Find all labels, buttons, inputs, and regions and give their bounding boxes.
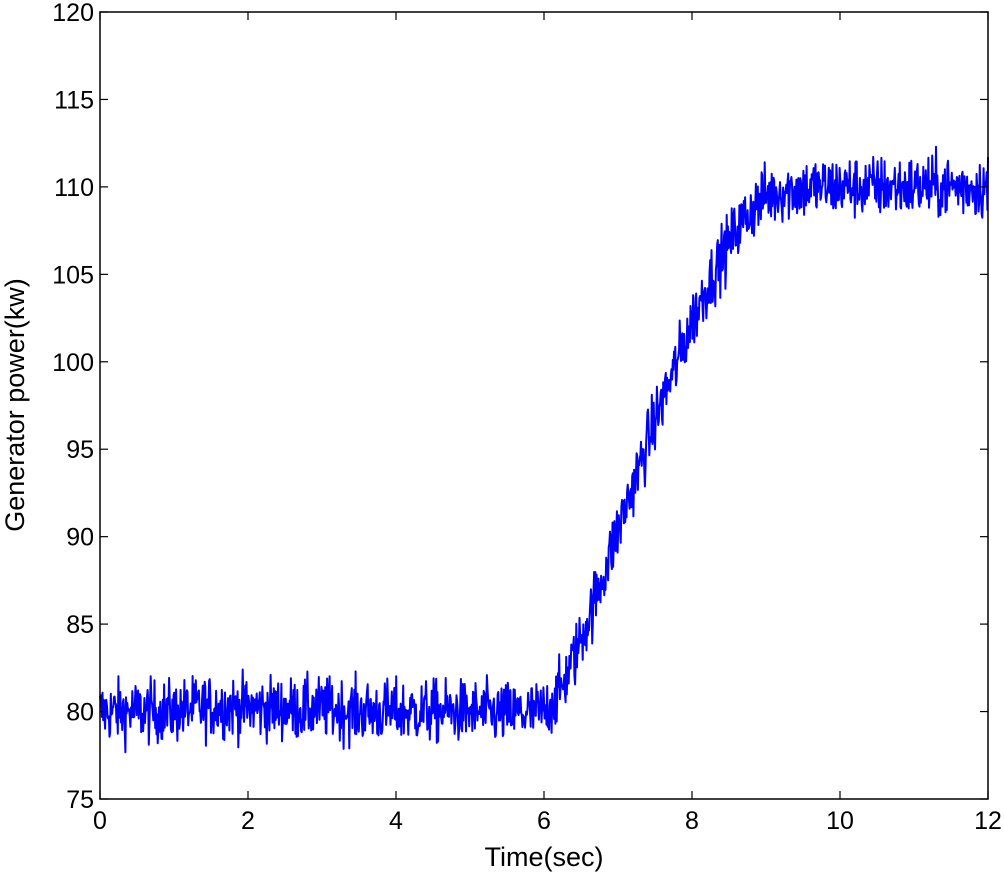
y-tick-label: 100	[52, 349, 94, 377]
series-layer	[99, 145, 989, 754]
y-tick-label: 95	[66, 436, 94, 464]
plot-area	[100, 12, 988, 799]
x-tick-label: 0	[93, 807, 107, 835]
x-tick-label: 12	[974, 807, 1002, 835]
x-tick-label: 4	[389, 807, 403, 835]
y-tick-label: 90	[66, 524, 94, 552]
x-tick-label: 6	[537, 807, 551, 835]
y-axis-title: Generator power(kw)	[0, 278, 30, 532]
series-line	[99, 145, 989, 754]
y-tick-label: 80	[66, 699, 94, 727]
y-tick-label: 85	[66, 611, 94, 639]
y-tick-label: 105	[52, 261, 94, 289]
y-tick-label: 120	[52, 0, 94, 27]
tick-layer: 0 2 4 6 8 10 12 75 80 85 90 95 100 105 110 115 120	[52, 0, 1002, 835]
x-axis-title: Time(sec)	[485, 842, 604, 872]
y-tick-label: 75	[66, 786, 94, 814]
x-tick-label: 10	[826, 807, 854, 835]
x-tick-label: 8	[685, 807, 699, 835]
y-tick-label: 115	[54, 86, 94, 114]
y-tick-label: 110	[54, 174, 94, 202]
x-tick-label: 2	[241, 807, 255, 835]
